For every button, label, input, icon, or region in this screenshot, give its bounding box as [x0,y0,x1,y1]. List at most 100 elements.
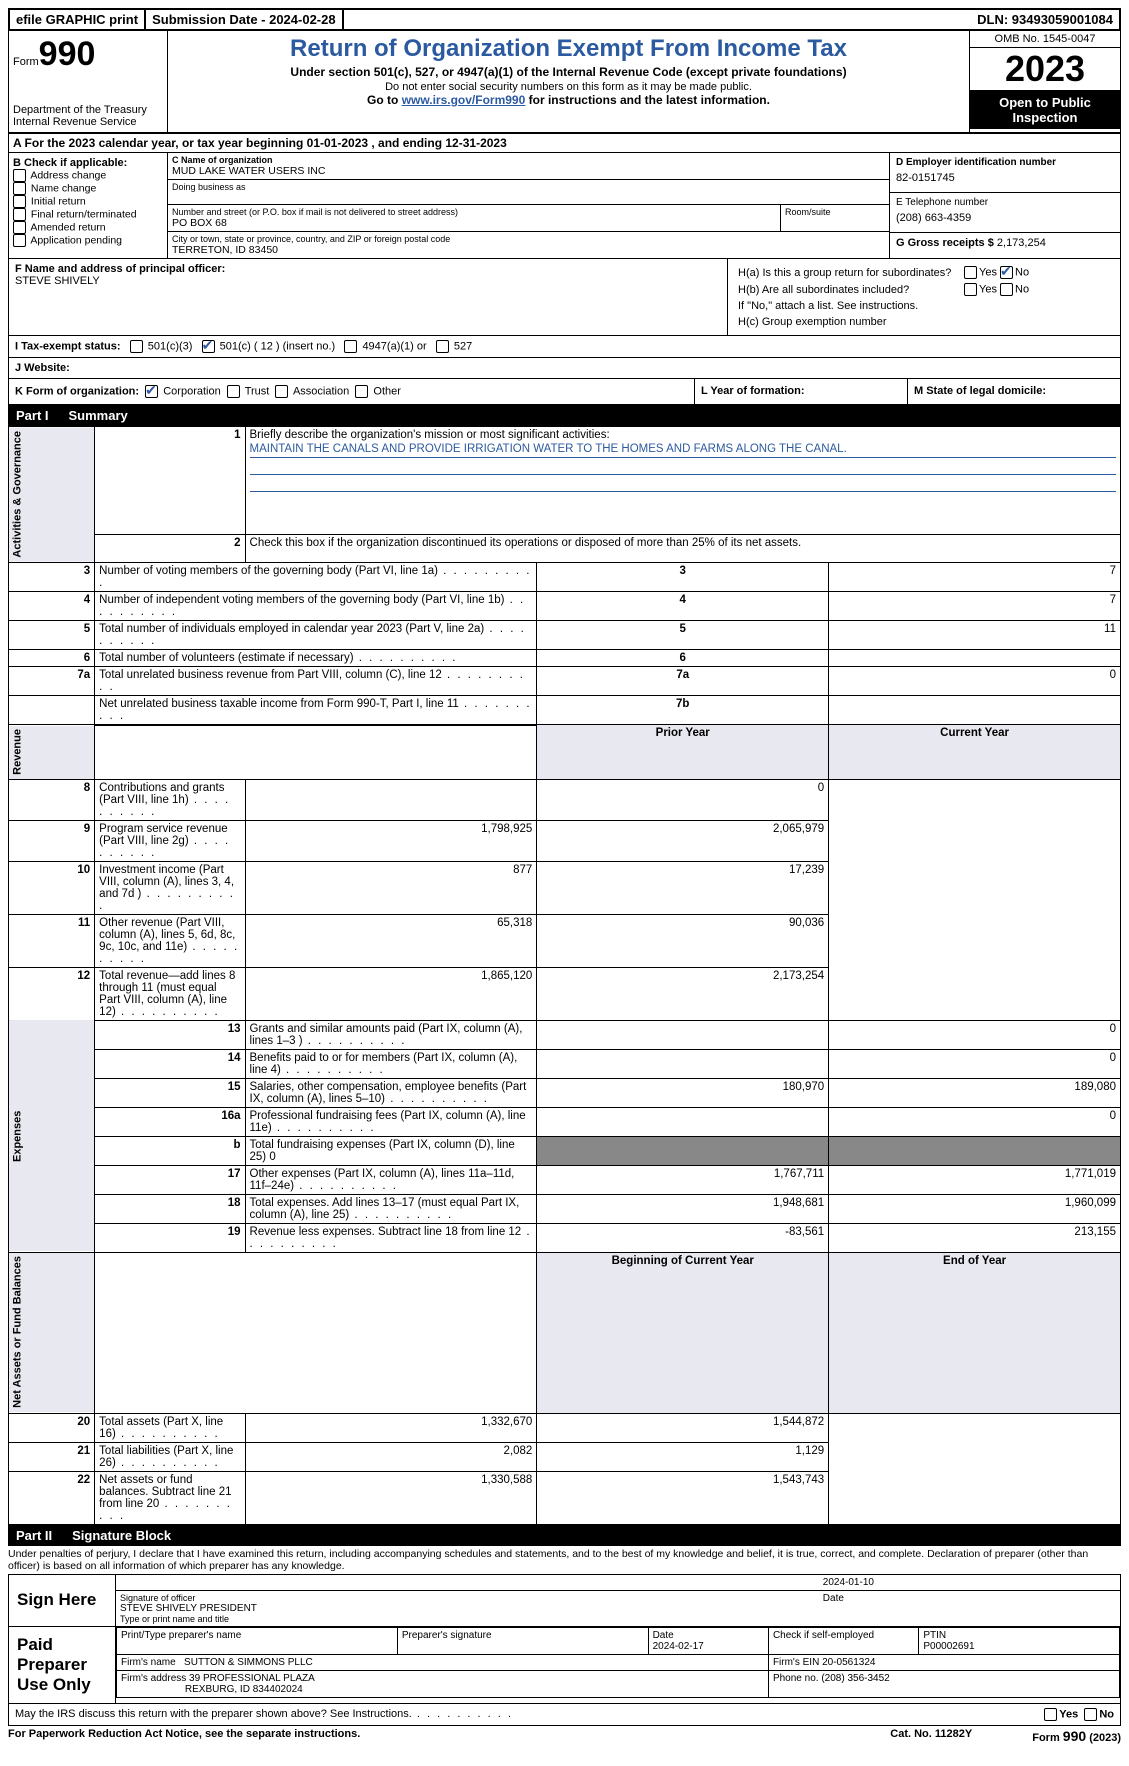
paid-preparer-label: Paid Preparer Use Only [9,1627,116,1703]
dept-treasury: Department of the Treasury [13,104,163,116]
table-row: 16aProfessional fundraising fees (Part I… [9,1107,1121,1136]
room-label: Room/suite [785,207,885,217]
ptin: P00002691 [923,1641,974,1652]
ha-yes-checkbox[interactable] [964,266,977,279]
efile-label: efile GRAPHIC print [10,10,146,29]
section-b-item: Application pending [13,234,163,247]
hb-no-checkbox[interactable] [1000,283,1013,296]
discuss-no-checkbox[interactable] [1084,1708,1097,1721]
begin-year-header: Beginning of Current Year [537,1252,829,1413]
sections-fh: F Name and address of principal officer:… [8,259,1121,336]
mission-text: MAINTAIN THE CANALS AND PROVIDE IRRIGATI… [250,443,1116,458]
right-box: OMB No. 1545-0047 2023 Open to Public In… [969,31,1120,132]
section-b-item: Final return/terminated [13,208,163,221]
section-b-item: Amended return [13,221,163,234]
phone-label: E Telephone number [896,197,1114,208]
table-row: 18Total expenses. Add lines 13–17 (must … [9,1194,1121,1223]
section-b-checkbox[interactable] [13,234,26,247]
firm-phone: (208) 356-3452 [821,1673,889,1684]
vlabel-revenue: Revenue [9,725,95,780]
open-public: Open to Public Inspection [970,91,1120,129]
table-row: 11Other revenue (Part VIII, column (A), … [9,914,1121,967]
table-row: 22Net assets or fund balances. Subtract … [9,1471,1121,1524]
section-b-checkbox[interactable] [13,208,26,221]
table-row: 6Total number of volunteers (estimate if… [9,649,1121,666]
section-b-checkbox[interactable] [13,169,26,182]
firm-name: SUTTON & SIMMONS PLLC [184,1657,313,1668]
address: PO BOX 68 [172,217,776,229]
table-row: 5Total number of individuals employed in… [9,620,1121,649]
ha-no-checkbox[interactable] [1000,266,1013,279]
501c3-checkbox[interactable] [130,340,143,353]
irs-label: Internal Revenue Service [13,116,163,128]
summary-table: Activities & Governance 1 Briefly descri… [8,426,1121,1525]
section-b: B Check if applicable: Address change Na… [9,153,168,258]
section-i: I Tax-exempt status: 501(c)(3) 501(c) ( … [8,336,1121,358]
table-row: 19Revenue less expenses. Subtract line 1… [9,1223,1121,1252]
table-row: 8Contributions and grants (Part VIII, li… [9,779,1121,820]
other-checkbox[interactable] [355,385,368,398]
vlabel-expenses: Expenses [9,1020,95,1252]
section-b-header: B Check if applicable: [13,157,163,169]
phone: (208) 663-4359 [896,208,1114,228]
table-row: 3Number of voting members of the governi… [9,562,1121,591]
section-d: D Employer identification number 82-0151… [889,153,1120,258]
assoc-checkbox[interactable] [275,385,288,398]
sign-here-label: Sign Here [9,1575,116,1626]
officer-sig-name: STEVE SHIVELY PRESIDENT [120,1603,815,1614]
dba-label: Doing business as [172,182,885,192]
section-b-checkbox[interactable] [13,221,26,234]
section-b-item: Address change [13,169,163,182]
prior-year-header: Prior Year [537,725,829,780]
sections-bcd: B Check if applicable: Address change Na… [8,153,1121,259]
table-row: 21Total liabilities (Part X, line 26)2,0… [9,1442,1121,1471]
table-row: 14Benefits paid to or for members (Part … [9,1049,1121,1078]
section-b-checkbox[interactable] [13,195,26,208]
table-row: Net unrelated business taxable income fr… [9,695,1121,725]
section-f: F Name and address of principal officer:… [9,259,728,335]
discuss-yes-checkbox[interactable] [1044,1708,1057,1721]
org-name: MUD LAKE WATER USERS INC [172,165,885,177]
501c-checkbox[interactable] [202,340,215,353]
sign-date: 2024-01-10 [819,1575,1120,1591]
city-label: City or town, state or province, country… [172,234,885,244]
officer-name: STEVE SHIVELY [15,275,721,287]
omb-number: OMB No. 1545-0047 [970,31,1120,48]
table-row: 4Number of independent voting members of… [9,591,1121,620]
dln: DLN: 93493059001084 [971,10,1119,29]
section-c: C Name of organization MUD LAKE WATER US… [168,153,889,258]
4947-checkbox[interactable] [344,340,357,353]
hb-yes-checkbox[interactable] [964,283,977,296]
527-checkbox[interactable] [436,340,449,353]
trust-checkbox[interactable] [227,385,240,398]
form-number: 990 [39,35,96,73]
tax-year: 2023 [970,48,1120,91]
form-number-box: Form990 Department of the Treasury Inter… [9,31,168,132]
addr-label: Number and street (or P.O. box if mail i… [172,207,776,217]
corp-checkbox[interactable] [145,385,158,398]
vlabel-net: Net Assets or Fund Balances [9,1252,95,1413]
section-klm: K Form of organization: Corporation Trus… [8,379,1121,405]
city-state-zip: TERRETON, ID 83450 [172,244,885,256]
section-b-item: Initial return [13,195,163,208]
prep-date: 2024-02-17 [653,1641,704,1652]
gross-label: G Gross receipts $ [896,237,994,249]
end-year-header: End of Year [829,1252,1121,1413]
table-row: bTotal fundraising expenses (Part IX, co… [9,1136,1121,1165]
form-note: Do not enter social security numbers on … [172,81,965,93]
firm-addr2: REXBURG, ID 834402024 [185,1684,303,1695]
section-h: H(a) Is this a group return for subordin… [728,259,1120,335]
table-row: 15Salaries, other compensation, employee… [9,1078,1121,1107]
form-title: Return of Organization Exempt From Incom… [172,35,965,63]
section-j: J Website: [8,358,1121,379]
section-m: M State of legal domicile: [908,379,1120,404]
form-word: Form [13,56,39,68]
current-year-header: Current Year [829,725,1121,780]
vlabel-governance: Activities & Governance [9,427,95,563]
section-b-item: Name change [13,182,163,195]
title-box: Return of Organization Exempt From Incom… [168,31,969,132]
irs-link[interactable]: www.irs.gov/Form990 [402,93,526,107]
table-row: 9Program service revenue (Part VIII, lin… [9,820,1121,861]
section-b-checkbox[interactable] [13,182,26,195]
ein: 82-0151745 [896,168,1114,188]
